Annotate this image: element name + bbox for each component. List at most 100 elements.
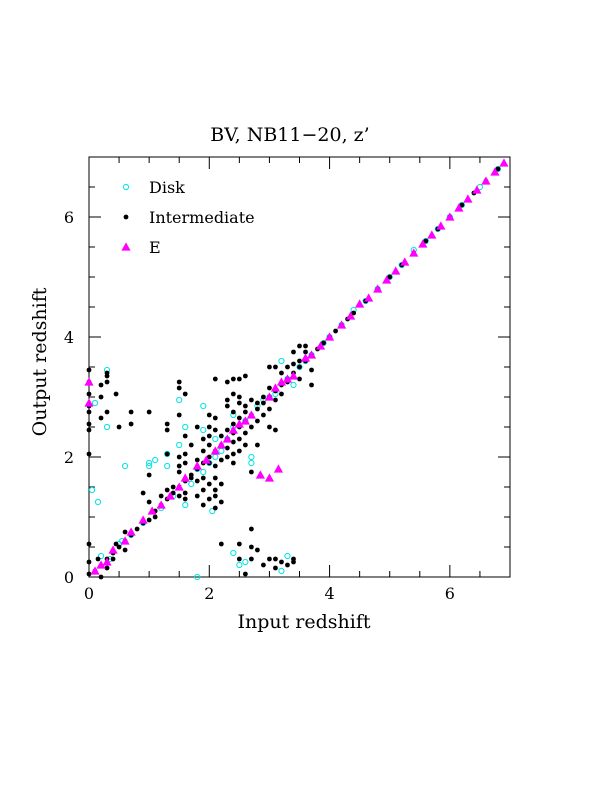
e-point [282, 374, 293, 383]
disk-point [194, 573, 201, 581]
disk-point [209, 507, 216, 515]
legend-marker-e [121, 242, 131, 251]
intermediate-point [230, 451, 236, 457]
intermediate-point [212, 505, 218, 511]
intermediate-point [236, 541, 242, 547]
x-tick-label: 4 [324, 584, 334, 603]
disk-point [242, 558, 249, 566]
intermediate-point [273, 397, 278, 403]
intermediate-point [152, 514, 158, 520]
intermediate-point [212, 415, 218, 421]
intermediate-point [194, 478, 200, 484]
e-point [192, 461, 202, 470]
e-point [264, 392, 275, 401]
e-point [84, 398, 94, 407]
intermediate-point [218, 499, 224, 505]
intermediate-point [236, 400, 242, 406]
intermediate-point [86, 391, 92, 397]
intermediate-point [182, 391, 188, 397]
intermediate-point [200, 436, 206, 442]
intermediate-point [236, 448, 242, 454]
intermediate-point [140, 490, 146, 496]
intermediate-point [230, 409, 236, 415]
intermediate-point [86, 409, 92, 415]
intermediate-point [170, 490, 176, 496]
e-point [84, 377, 94, 386]
e-point [174, 482, 184, 491]
series-e [84, 158, 509, 575]
y-tick-label: 4 [64, 328, 74, 347]
intermediate-point [230, 421, 236, 427]
e-point [246, 410, 256, 419]
disk-point [218, 447, 225, 455]
intermediate-point [200, 448, 206, 454]
disk-point [248, 453, 255, 461]
disk-point [200, 402, 207, 410]
disk-point [296, 363, 303, 371]
legend-marker-intermediate [123, 214, 129, 220]
series-intermediate [86, 166, 501, 580]
intermediate-point [224, 445, 230, 451]
disk-point [230, 549, 237, 557]
y-axis: 0 2 4 6 [64, 156, 510, 587]
e-point [126, 527, 136, 536]
intermediate-point [218, 541, 224, 547]
e-point [315, 341, 326, 350]
intermediate-point [158, 493, 164, 499]
intermediate-point [255, 400, 260, 406]
e-point [490, 167, 500, 176]
e-point [300, 353, 311, 362]
intermediate-point [303, 349, 308, 355]
disk-point [164, 462, 171, 470]
disk-point [94, 498, 102, 506]
disk-point [278, 357, 285, 365]
intermediate-point [261, 562, 266, 568]
intermediate-point [255, 547, 260, 553]
e-point [102, 557, 112, 566]
e-point [276, 377, 287, 386]
e-point [240, 416, 250, 425]
intermediate-point [200, 487, 206, 493]
intermediate-point [113, 541, 119, 547]
e-point [346, 311, 356, 320]
disk-point [248, 459, 255, 467]
disk-point [97, 552, 105, 560]
intermediate-point [122, 547, 128, 553]
chart-title: BV, NB11−20, z’ [210, 124, 369, 146]
intermediate-point [98, 574, 104, 580]
intermediate-point [176, 385, 182, 391]
e-point [120, 536, 130, 545]
e-point [90, 566, 100, 575]
e-point [499, 158, 509, 167]
e-point [355, 299, 365, 308]
intermediate-point [309, 382, 314, 388]
intermediate-point [248, 469, 254, 475]
intermediate-point [248, 397, 254, 403]
disk-point [91, 399, 99, 407]
intermediate-point [218, 457, 224, 463]
e-point [264, 473, 275, 482]
intermediate-point [200, 475, 206, 481]
intermediate-point [261, 400, 266, 406]
intermediate-point [236, 376, 242, 382]
e-point [409, 248, 419, 257]
intermediate-point [164, 427, 170, 433]
e-point [400, 257, 410, 266]
disk-point [88, 486, 96, 494]
legend-label-e: E [149, 238, 161, 257]
intermediate-point [212, 376, 218, 382]
e-point [273, 464, 284, 473]
disk-point [278, 567, 285, 575]
disk-point [182, 423, 189, 431]
e-point [324, 332, 335, 341]
intermediate-point [212, 493, 218, 499]
e-point [364, 293, 374, 302]
intermediate-point [261, 394, 266, 400]
intermediate-point [95, 556, 101, 562]
intermediate-point [104, 409, 110, 415]
intermediate-point [218, 433, 224, 439]
intermediate-point [182, 451, 188, 457]
disk-point [164, 450, 171, 458]
intermediate-point [86, 451, 92, 457]
intermediate-point [176, 493, 182, 499]
